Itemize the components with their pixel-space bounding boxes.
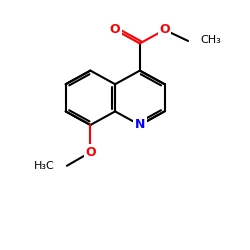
Text: CH₃: CH₃ — [200, 36, 221, 46]
Text: O: O — [85, 146, 96, 159]
Text: H₃C: H₃C — [34, 161, 54, 171]
Text: N: N — [135, 118, 145, 132]
Text: O: O — [159, 23, 170, 36]
Text: O: O — [110, 23, 120, 36]
